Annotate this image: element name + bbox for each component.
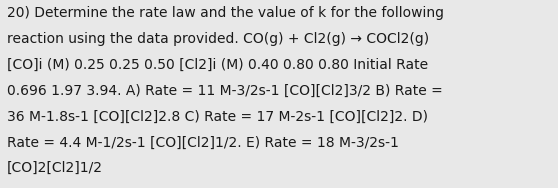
Text: [CO]2[Cl2]1/2: [CO]2[Cl2]1/2 xyxy=(7,161,103,175)
Text: [CO]i (M) 0.25 0.25 0.50 [Cl2]i (M) 0.40 0.80 0.80 Initial Rate: [CO]i (M) 0.25 0.25 0.50 [Cl2]i (M) 0.40… xyxy=(7,58,428,71)
Text: 20) Determine the rate law and the value of k for the following: 20) Determine the rate law and the value… xyxy=(7,6,444,20)
Text: Rate = 4.4 M-1/2s-1 [CO][Cl2]1/2. E) Rate = 18 M-3/2s-1: Rate = 4.4 M-1/2s-1 [CO][Cl2]1/2. E) Rat… xyxy=(7,135,398,149)
Text: 0.696 1.97 3.94. A) Rate = 11 M-3/2s-1 [CO][Cl2]3/2 B) Rate =: 0.696 1.97 3.94. A) Rate = 11 M-3/2s-1 [… xyxy=(7,83,442,97)
Text: reaction using the data provided. CO(g) + Cl2(g) → COCl2(g): reaction using the data provided. CO(g) … xyxy=(7,32,429,45)
Text: 36 M-1.8s-1 [CO][Cl2]2.8 C) Rate = 17 M-2s-1 [CO][Cl2]2. D): 36 M-1.8s-1 [CO][Cl2]2.8 C) Rate = 17 M-… xyxy=(7,109,427,123)
